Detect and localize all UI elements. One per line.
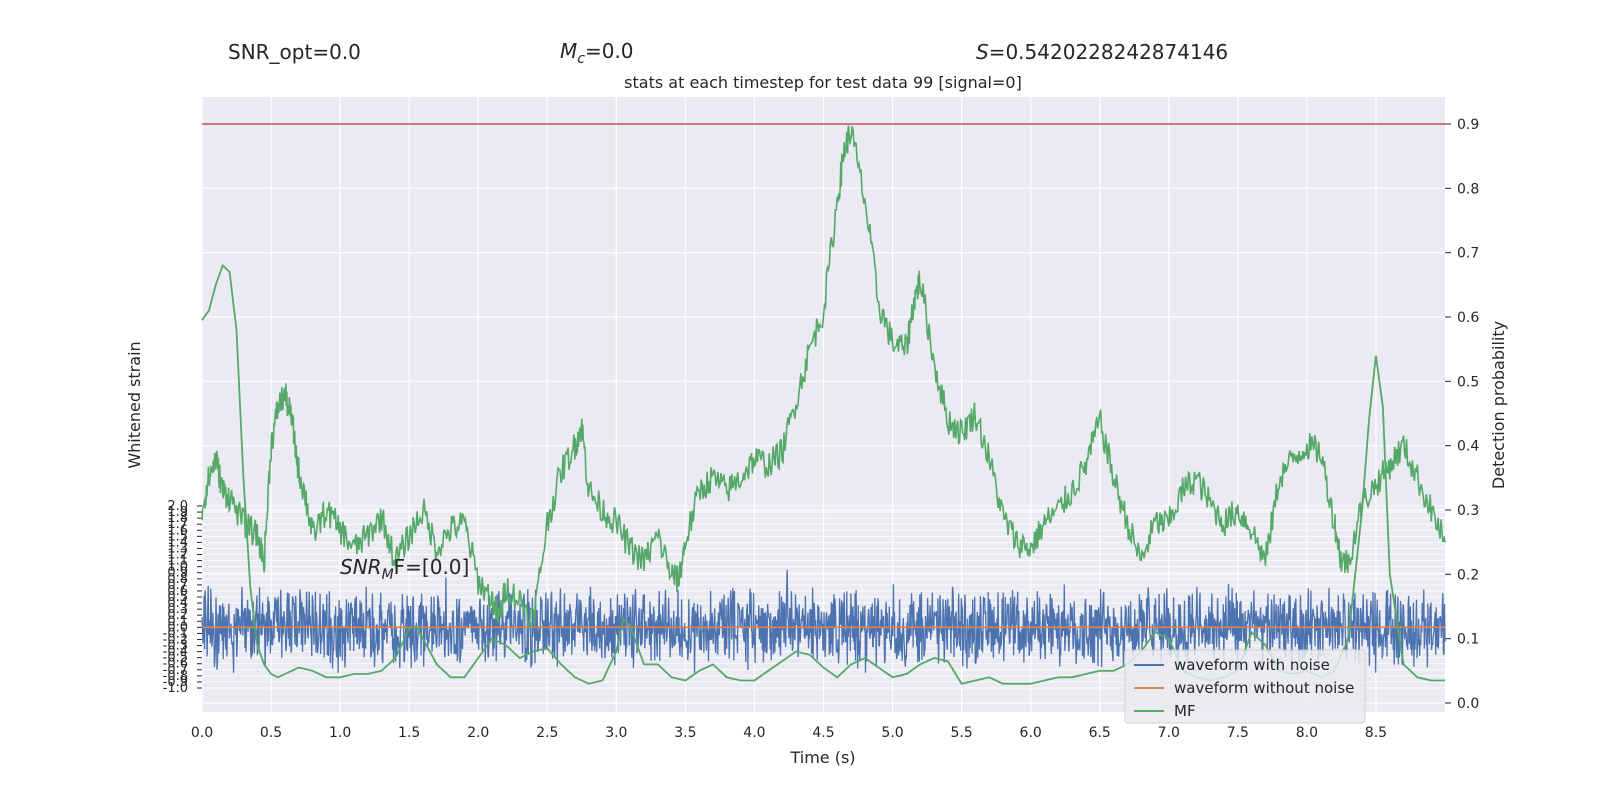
left-tick-label: -0.6 [163,657,188,672]
left-tick-label: 0.3 [167,602,188,617]
left-tick-label: 0.8 [167,572,188,587]
left-tick-label: -0.9 [163,675,188,690]
x-tick-label: 8.5 [1365,725,1387,741]
left-tick-label: 0.4 [167,596,188,611]
chirp-mass-symbol: M [560,39,577,63]
right-tick-label: 0.5 [1457,374,1479,390]
x-tick-label: 6.5 [1089,725,1111,741]
score-symbol: S [976,40,989,64]
left-tick-label: -0.1 [163,626,188,641]
left-tick-label: -0.3 [163,639,188,654]
left-tick-label: -0.8 [163,669,188,684]
series-detection-probability [201,125,1446,630]
right-tick-label: 0.6 [1457,310,1479,326]
x-tick-label: 4.5 [812,725,834,741]
left-tick-label: 0.7 [167,578,188,593]
right-tick-label: 0.7 [1457,246,1479,262]
left-tick-label: -0.7 [163,663,188,678]
x-tick-label: 1.0 [329,725,351,741]
left-tick-label: 1.2 [167,548,188,563]
right-axis-ticks: 0.0 0.1 0.2 0.3 0.4 0.5 0.6 0.7 0.8 0.9 [1445,117,1479,712]
x-tick-label: 3.0 [605,725,627,741]
left-axis-ticks: -1.0-0.9-0.8-0.7-0.6-0.5-0.4-0.3-0.2-0.1… [163,499,202,696]
x-tick-label: 2.0 [467,725,489,741]
x-tick-label: 8.0 [1296,725,1318,741]
chirp-mass-value: =0.0 [585,39,634,63]
score-value: =0.5420228242874146 [989,40,1228,64]
left-tick-label: -0.5 [163,651,188,666]
left-tick-label: 0.2 [167,608,188,623]
chirp-mass-text: Mc=0.0 [560,39,634,67]
x-tick-label: 7.5 [1227,725,1249,741]
snr-mf-symbol: SNR [340,555,382,579]
x-tick-label: 2.5 [536,725,558,741]
x-axis-ticks: 0.0 0.5 1.0 1.5 2.0 2.5 3.0 3.5 4.0 4.5 5.0 5.5 6.0 6… [191,725,1387,741]
left-tick-label: 1.3 [167,541,188,556]
left-tick-label: 0.0 [167,620,188,635]
legend-box [1124,649,1366,724]
legend: waveform with noise waveform without noi… [1124,649,1366,724]
right-tick-label: 0.4 [1457,439,1479,455]
left-tick-label: 1.8 [167,511,188,526]
left-tick-label: 1.4 [167,535,188,550]
right-tick-label: 0.1 [1457,632,1479,648]
right-tick-label: 0.2 [1457,567,1479,583]
legend-label-noisy: waveform with noise [1174,656,1330,674]
right-axis-label: Detection probability [1489,321,1508,489]
x-tick-label: 5.5 [950,725,972,741]
legend-label-clean: waveform without noise [1174,679,1354,697]
x-tick-label: 3.5 [674,725,696,741]
left-tick-label: 0.9 [167,566,188,581]
legend-label-mf: MF [1174,702,1196,720]
right-tick-label: 0.8 [1457,181,1479,197]
left-tick-label: 1.9 [167,505,188,520]
x-tick-label: 6.0 [1020,725,1042,741]
left-tick-label: -1.0 [163,681,188,696]
left-tick-label: -0.2 [163,632,188,647]
left-tick-label: 1.5 [167,529,188,544]
x-axis-label: Time (s) [789,748,855,767]
left-tick-label: 2.0 [167,499,188,514]
left-tick-label: 1.6 [167,523,188,538]
left-tick-label: 1.0 [167,560,188,575]
score-text: S=0.5420228242874146 [976,40,1228,64]
left-tick-label: 1.1 [167,554,188,569]
right-tick-label: 0.0 [1457,696,1479,712]
x-tick-label: 1.5 [398,725,420,741]
right-tick-label: 0.9 [1457,117,1479,133]
left-tick-label: 0.5 [167,590,188,605]
chirp-mass-subscript: c [577,51,585,67]
x-tick-label: 5.0 [881,725,903,741]
chart-title: stats at each timestep for test data 99 … [624,73,1022,92]
left-tick-label: 0.1 [167,614,188,629]
snr-mf-subscript: M [382,567,394,583]
snr-opt-text: SNR_opt=0.0 [228,40,361,64]
left-tick-label: 1.7 [167,517,188,532]
right-tick-label: 0.3 [1457,503,1479,519]
x-tick-label: 0.5 [260,725,282,741]
left-axis-label: Whitened strain [125,341,144,468]
x-tick-label: 7.0 [1158,725,1180,741]
left-tick-label: -0.4 [163,645,188,660]
snr-mf-annotation: SNRMF=[0.0] [340,555,469,583]
snr-mf-rest: F=[0.0] [394,555,470,579]
x-tick-label: 0.0 [191,725,213,741]
left-tick-label: 0.6 [167,584,188,599]
x-tick-label: 4.0 [743,725,765,741]
